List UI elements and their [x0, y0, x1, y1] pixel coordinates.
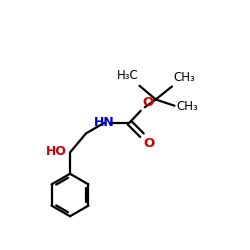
Text: HN: HN [94, 116, 115, 129]
Text: HO: HO [46, 145, 67, 158]
Text: O: O [142, 96, 153, 109]
Text: H₃C: H₃C [116, 69, 138, 82]
Text: O: O [143, 137, 154, 150]
Text: CH₃: CH₃ [173, 71, 195, 84]
Text: CH₃: CH₃ [176, 100, 198, 114]
